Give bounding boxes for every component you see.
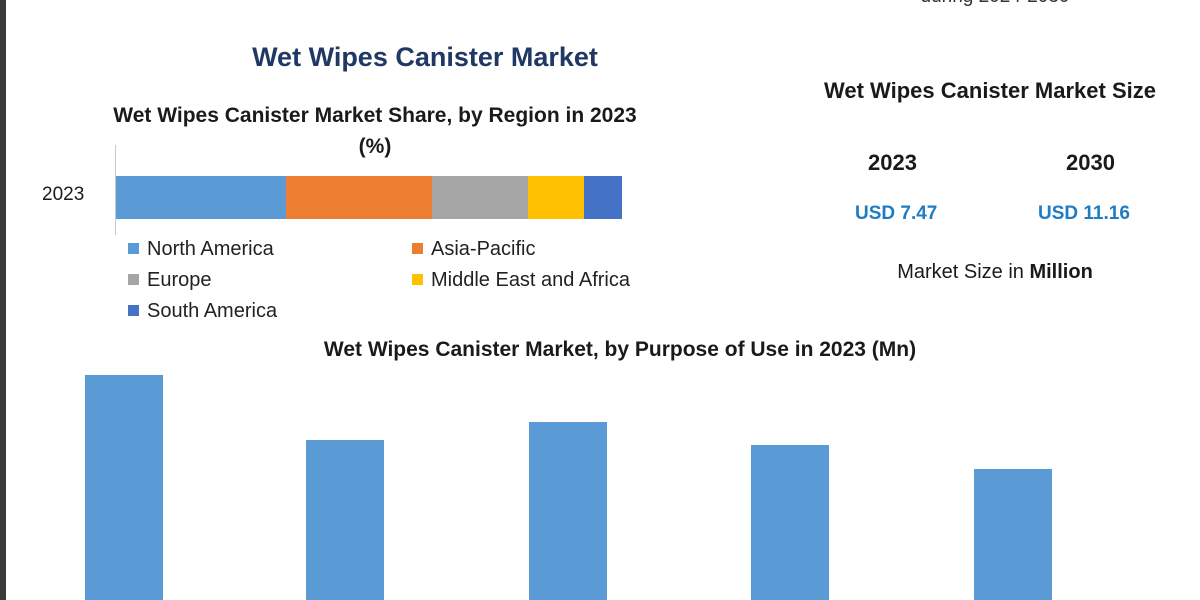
- purpose-bar-5: [974, 468, 1052, 600]
- region-chart-axis: [115, 145, 116, 235]
- purpose-chart-title: Wet Wipes Canister Market, by Purpose of…: [323, 338, 917, 361]
- purpose-bar-2: [306, 440, 384, 600]
- legend-label: Middle East and Africa: [431, 269, 630, 291]
- purpose-bar-1: [85, 374, 163, 600]
- region-segment-europe: [432, 176, 529, 219]
- legend-label: Europe: [147, 269, 212, 291]
- page-left-border: [0, 0, 6, 600]
- market-size-title: Wet Wipes Canister Market Size: [824, 78, 1156, 103]
- market-size-unit-bold: Million: [1029, 261, 1093, 283]
- page-title: Wet Wipes Canister Market: [252, 42, 598, 72]
- region-chart-title: Wet Wipes Canister Market Share, by Regi…: [113, 104, 637, 158]
- market-size-unit-note: Market Size in Million: [820, 261, 1170, 284]
- purpose-bar-4: [751, 445, 829, 600]
- market-size-value-2023: USD 7.47: [855, 203, 938, 224]
- market-size-year-2030: 2030: [1066, 150, 1115, 175]
- legend-swatch: [412, 274, 423, 285]
- market-size-unit-prefix: Market Size in: [897, 261, 1030, 283]
- region-segment-asia-pacific: [285, 176, 433, 219]
- region-stacked-bar: [116, 176, 622, 219]
- legend-label: Asia-Pacific: [431, 238, 536, 260]
- region-chart-row-label: 2023: [42, 184, 85, 205]
- legend-item-asia-pacific: Asia-Pacific: [412, 238, 535, 261]
- purpose-bar-3: [529, 421, 607, 600]
- legend-swatch: [412, 243, 423, 254]
- legend-swatch: [128, 305, 139, 316]
- region-segment-middle-east-and-africa: [528, 176, 585, 219]
- legend-item-south-america: South America: [128, 300, 277, 323]
- forecast-period-text: during 2024-2030: [860, 0, 1130, 8]
- legend-swatch: [128, 243, 139, 254]
- region-segment-south-america: [584, 176, 622, 219]
- legend-item-north-america: North America: [128, 238, 274, 261]
- legend-item-europe: Europe: [128, 269, 212, 292]
- market-size-year-2023: 2023: [868, 150, 917, 175]
- region-segment-north-america: [116, 176, 286, 219]
- legend-item-middle-east-and-africa: Middle East and Africa: [412, 269, 630, 292]
- legend-label: South America: [147, 300, 278, 322]
- market-size-value-2030: USD 11.16: [1038, 203, 1130, 224]
- region-legend: North America Asia-Pacific Europe Middle Ea…: [128, 238, 688, 334]
- legend-label: North America: [147, 238, 274, 260]
- legend-swatch: [128, 274, 139, 285]
